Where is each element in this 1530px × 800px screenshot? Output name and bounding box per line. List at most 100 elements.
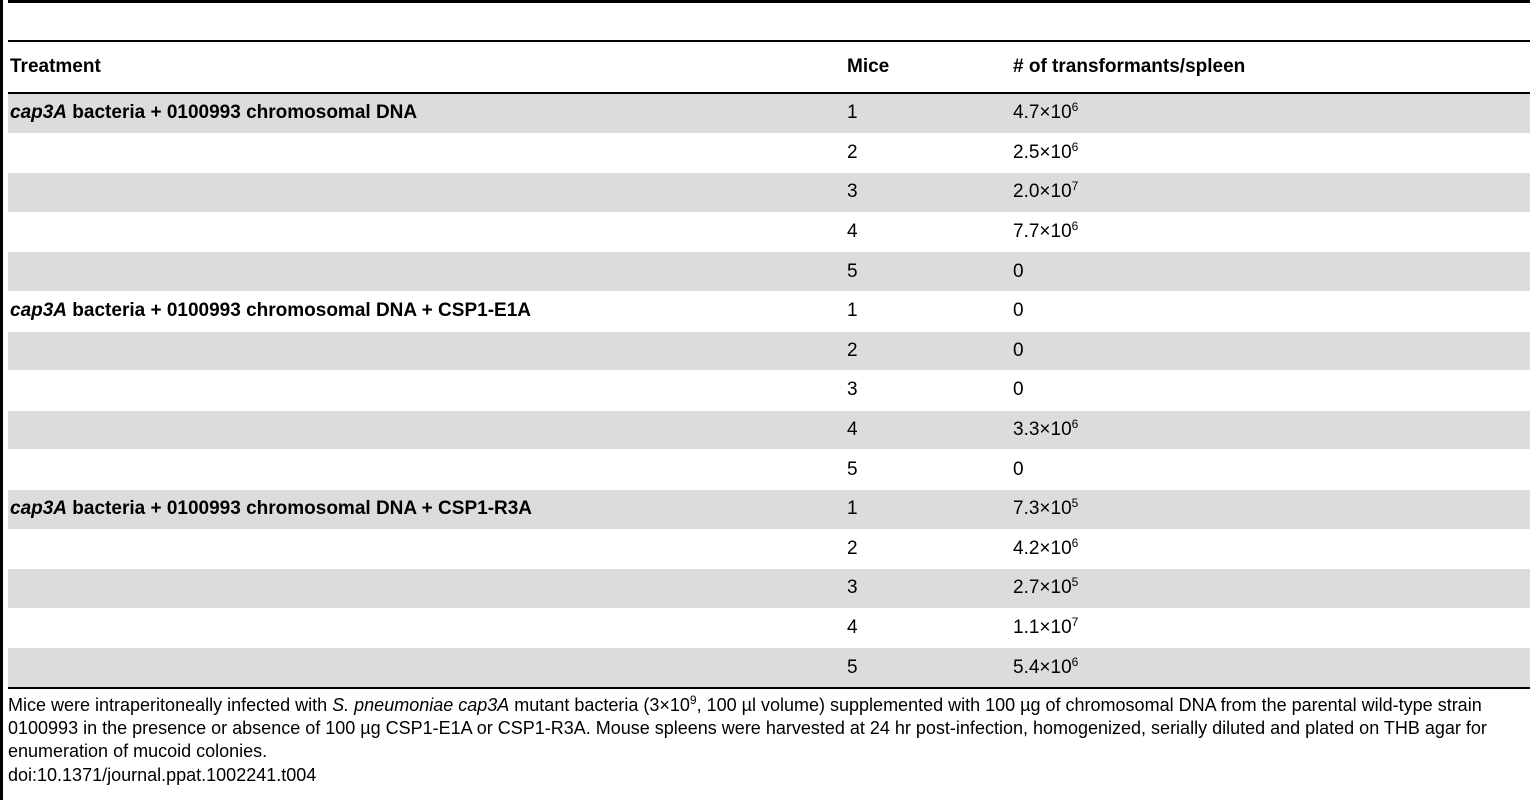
- treatment-cell: cap3A bacteria + 0100993 chromosomal DNA…: [8, 488, 845, 530]
- transformants-exponent: 7: [1071, 615, 1079, 630]
- mice-cell: 1: [845, 92, 1011, 134]
- transformants-cell: 5.4×106: [1011, 647, 1530, 688]
- treatment-cell: [8, 568, 845, 609]
- table-header-row: Treatment Mice # of transformants/spleen: [8, 41, 1530, 93]
- treatment-cell: [8, 607, 845, 648]
- transformants-cell: 0: [1011, 449, 1530, 490]
- footnote-species: S. pneumoniae cap3A: [332, 695, 510, 715]
- treatment-strain: cap3A: [10, 102, 68, 124]
- table-row: cap3A bacteria + 0100993 chromosomal DNA…: [8, 92, 1530, 134]
- mice-cell: 4: [845, 409, 1011, 450]
- table-row: cap3A bacteria + 0100993 chromosomal DNA…: [8, 290, 1530, 332]
- table-row: 3 2.7×105: [8, 568, 1530, 609]
- transformants-exponent: 5: [1071, 496, 1079, 511]
- transformants-base: 0: [1013, 300, 1024, 322]
- treatment-cell: [8, 647, 845, 688]
- treatment-description: bacteria + 0100993 chromosomal DNA + CSP…: [67, 498, 533, 520]
- transformants-table: Treatment Mice # of transformants/spleen…: [8, 40, 1530, 689]
- treatment-description: bacteria + 0100993 chromosomal DNA + CSP…: [67, 300, 531, 322]
- transformants-cell: 0: [1011, 251, 1530, 292]
- transformants-exponent: 5: [1071, 575, 1079, 590]
- treatment-cell: [8, 251, 845, 292]
- transformants-base: 0: [1013, 260, 1024, 282]
- mice-cell: 2: [845, 528, 1011, 569]
- table-row: 4 7.7×106: [8, 211, 1530, 252]
- transformants-cell: 3.3×106: [1011, 409, 1530, 450]
- transformants-cell: 7.7×106: [1011, 211, 1530, 252]
- treatment-strain: cap3A: [10, 300, 68, 322]
- treatment-cell: [8, 528, 845, 569]
- footnote-text-2: mutant bacteria (3×10: [509, 695, 690, 715]
- transformants-exponent: 6: [1071, 535, 1079, 550]
- mice-cell: 1: [845, 488, 1011, 530]
- treatment-cell: cap3A bacteria + 0100993 chromosomal DNA…: [8, 290, 845, 332]
- left-border: [0, 0, 3, 800]
- mice-cell: 2: [845, 330, 1011, 371]
- footnote-text-3: , 100 µl volume) supplemented with 100 µ…: [8, 695, 1487, 761]
- table-row: 2 4.2×106: [8, 528, 1530, 569]
- transformants-base: 5.4×10: [1013, 656, 1072, 678]
- transformants-cell: 4.7×106: [1011, 92, 1530, 134]
- treatment-cell: [8, 211, 845, 252]
- transformants-base: 0: [1013, 379, 1024, 401]
- transformants-base: 4.2×10: [1013, 537, 1072, 559]
- transformants-cell: 7.3×105: [1011, 488, 1530, 530]
- transformants-exponent: 6: [1071, 139, 1079, 154]
- transformants-exponent: 6: [1071, 219, 1079, 234]
- footnote-text-1: Mice were intraperitoneally infected wit…: [8, 695, 333, 715]
- treatment-cell: [8, 370, 845, 411]
- treatment-description: bacteria + 0100993 chromosomal DNA: [67, 102, 418, 124]
- transformants-exponent: 6: [1071, 100, 1079, 115]
- treatment-strain: cap3A: [10, 498, 68, 520]
- table-row: 3 2.0×107: [8, 172, 1530, 213]
- transformants-base: 7.3×10: [1013, 498, 1072, 520]
- header-transformants: # of transformants/spleen: [1013, 56, 1246, 77]
- doi-line: doi:10.1371/journal.ppat.1002241.t004: [8, 765, 317, 785]
- transformants-cell: 1.1×107: [1011, 607, 1530, 648]
- mice-cell: 1: [845, 290, 1011, 332]
- transformants-exponent: 7: [1071, 179, 1079, 194]
- transformants-cell: 0: [1011, 330, 1530, 371]
- transformants-cell: 0: [1011, 290, 1530, 332]
- header-treatment: Treatment: [10, 56, 101, 77]
- transformants-base: 0: [1013, 339, 1024, 361]
- table-row: 2 2.5×106: [8, 132, 1530, 173]
- treatment-cell: [8, 330, 845, 371]
- transformants-cell: 2.5×106: [1011, 132, 1530, 173]
- header-mice: Mice: [847, 56, 890, 77]
- transformants-cell: 2.7×105: [1011, 568, 1530, 609]
- treatment-cell: [8, 172, 845, 213]
- treatment-cell: [8, 409, 845, 450]
- transformants-cell: 0: [1011, 370, 1530, 411]
- transformants-base: 2.7×10: [1013, 577, 1072, 599]
- mice-cell: 4: [845, 211, 1011, 252]
- footnote-exponent: 9: [689, 693, 697, 707]
- transformants-base: 4.7×10: [1013, 102, 1072, 124]
- transformants-base: 2.0×10: [1013, 181, 1072, 203]
- table-body: cap3A bacteria + 0100993 chromosomal DNA…: [8, 92, 1530, 688]
- mice-cell: 5: [845, 251, 1011, 292]
- top-border: [8, 0, 1530, 3]
- transformants-cell: 4.2×106: [1011, 528, 1530, 569]
- treatment-cell: cap3A bacteria + 0100993 chromosomal DNA: [8, 92, 845, 134]
- table-row: 4 3.3×106: [8, 409, 1530, 450]
- transformants-cell: 2.0×107: [1011, 172, 1530, 213]
- mice-cell: 3: [845, 370, 1011, 411]
- table-row: 4 1.1×107: [8, 607, 1530, 648]
- mice-cell: 5: [845, 647, 1011, 688]
- table-row: cap3A bacteria + 0100993 chromosomal DNA…: [8, 488, 1530, 530]
- transformants-base: 7.7×10: [1013, 221, 1072, 243]
- mice-cell: 4: [845, 607, 1011, 648]
- transformants-exponent: 6: [1071, 417, 1079, 432]
- transformants-exponent: 6: [1071, 654, 1079, 669]
- mice-cell: 3: [845, 568, 1011, 609]
- mice-cell: 3: [845, 172, 1011, 213]
- treatment-cell: [8, 449, 845, 490]
- data-table-container: Treatment Mice # of transformants/spleen…: [8, 40, 1530, 689]
- treatment-cell: [8, 132, 845, 173]
- mice-cell: 2: [845, 132, 1011, 173]
- transformants-base: 0: [1013, 458, 1024, 480]
